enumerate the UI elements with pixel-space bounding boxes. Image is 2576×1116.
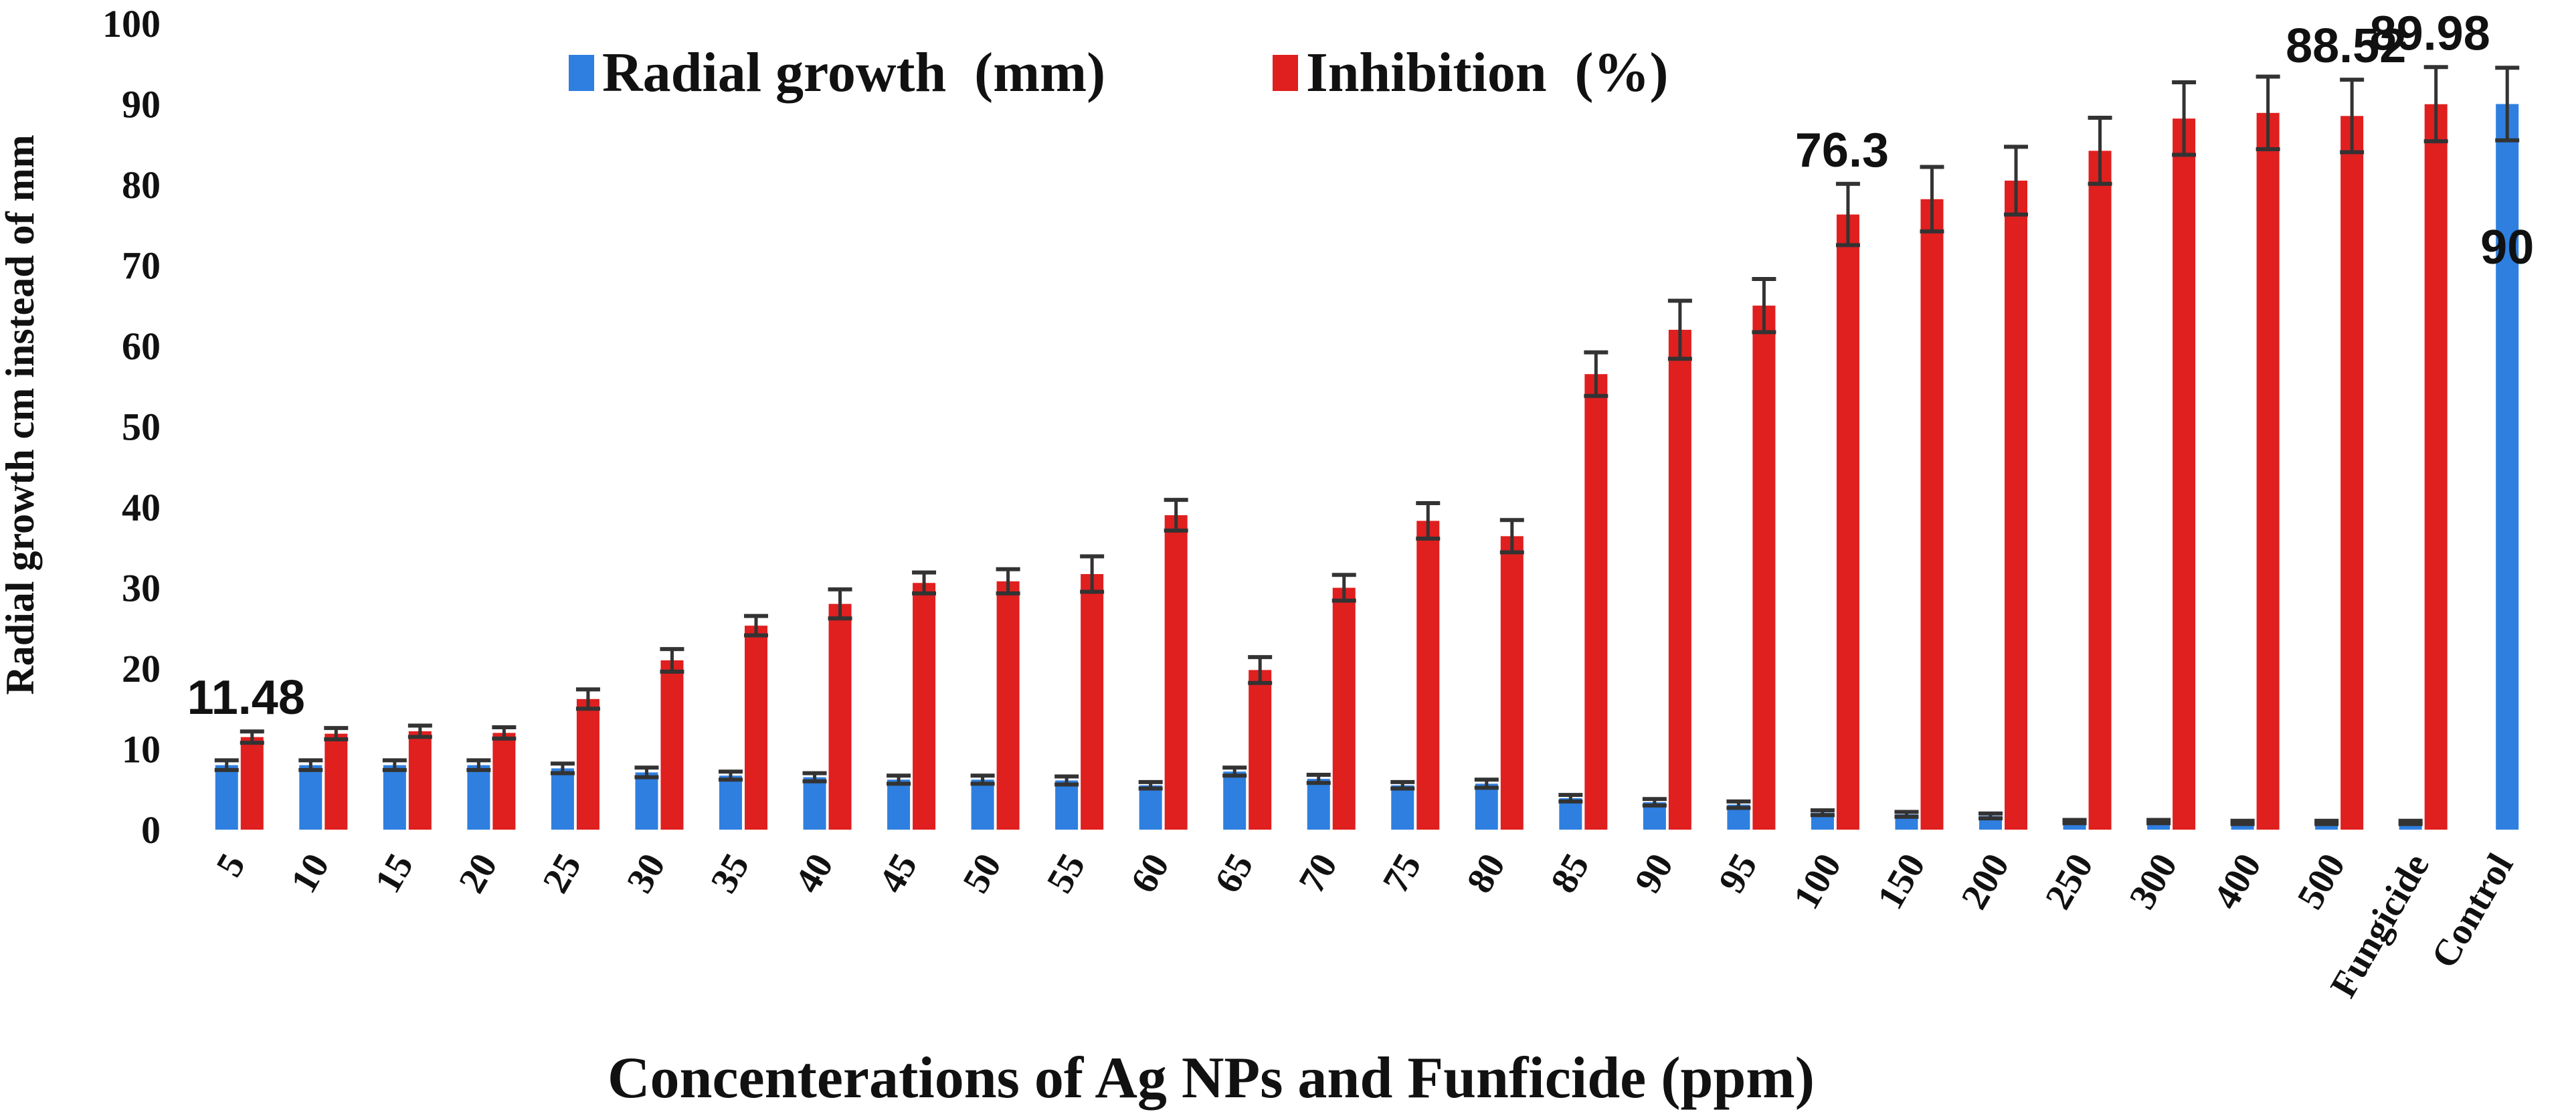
x-tick-label-35: 35 [703, 847, 758, 900]
x-tick-label-40: 40 [787, 847, 842, 900]
bar-radial-growth-5 [215, 765, 238, 830]
y-tick-label-80: 80 [122, 163, 161, 207]
bar-inhibition-40 [828, 603, 852, 830]
bar-radial-growth-15 [383, 765, 406, 830]
bar-inhibition-300 [2173, 118, 2196, 830]
x-tick-label-150: 150 [1869, 847, 1934, 917]
bar-inhibition-70 [1332, 587, 1356, 830]
bar-inhibition-150 [1920, 199, 1944, 830]
data-label-100: 76.3 [1795, 124, 1889, 177]
bar-inhibition-60 [1164, 515, 1188, 830]
bar-inhibition-fungicide [2424, 104, 2448, 830]
x-tick-label-70: 70 [1291, 847, 1346, 900]
y-tick-label-70: 70 [122, 244, 161, 288]
y-tick-label-90: 90 [122, 83, 161, 126]
x-tick-label-15: 15 [367, 847, 422, 900]
x-tick-label-95: 95 [1711, 847, 1766, 900]
x-tick-label-60: 60 [1123, 847, 1178, 900]
x-tick-label-200: 200 [1954, 847, 2018, 917]
bar-inhibition-15 [408, 731, 432, 830]
bar-inhibition-5 [240, 737, 264, 830]
x-tick-label-80: 80 [1459, 847, 1513, 900]
bar-inhibition-50 [996, 581, 1020, 830]
bar-inhibition-75 [1416, 521, 1440, 830]
x-tick-label-85: 85 [1543, 847, 1598, 900]
y-tick-label-50: 50 [122, 405, 161, 449]
data-label-500: 88.52 [2286, 19, 2406, 73]
legend-swatch-inhibition [1273, 55, 1298, 91]
y-tick-label-0: 0 [141, 808, 161, 852]
bar-inhibition-95 [1752, 305, 1776, 830]
bar-inhibition-35 [744, 626, 767, 830]
bar-inhibition-85 [1584, 374, 1608, 830]
y-tick-label-30: 30 [122, 567, 161, 610]
x-tick-label-10: 10 [283, 847, 338, 900]
y-tick-label-100: 100 [102, 2, 161, 45]
x-tick-label-30: 30 [619, 847, 674, 900]
y-tick-label-10: 10 [122, 728, 161, 771]
bar-radial-growth-40 [803, 777, 826, 830]
bar-radial-growth-control [2496, 104, 2519, 830]
data-label-fungicide: 89.98 [2370, 7, 2490, 60]
x-tick-label-20: 20 [451, 847, 506, 900]
bar-inhibition-200 [2005, 180, 2028, 830]
x-tick-label-300: 300 [2122, 847, 2186, 917]
x-tick-label-55: 55 [1039, 847, 1094, 900]
legend-label-inhibition: Inhibition (%) [1306, 41, 1669, 104]
bar-inhibition-500 [2340, 116, 2364, 830]
x-tick-label-75: 75 [1375, 847, 1430, 900]
bar-inhibition-400 [2256, 112, 2280, 830]
bar-inhibition-30 [660, 660, 684, 830]
bar-radial-growth-400 [2231, 822, 2254, 830]
bar-radial-growth-45 [887, 779, 911, 830]
bar-inhibition-100 [1836, 214, 1859, 830]
y-axis-title: Radial growth cm instead of mm [0, 134, 42, 694]
bar-inhibition-80 [1500, 536, 1524, 830]
x-tick-label-25: 25 [535, 847, 589, 900]
bar-radial-growth-50 [971, 779, 994, 830]
x-tick-label-50: 50 [955, 847, 1010, 900]
y-tick-label-40: 40 [122, 486, 161, 529]
legend-swatch-radial-growth [569, 55, 594, 91]
bar-inhibition-45 [913, 583, 936, 830]
x-tick-label-500: 500 [2290, 847, 2354, 917]
x-tick-label-65: 65 [1207, 847, 1262, 900]
bar-radial-growth-10 [299, 765, 323, 830]
y-tick-label-60: 60 [122, 324, 161, 368]
bar-inhibition-25 [576, 699, 600, 830]
x-tick-label-400: 400 [2205, 847, 2270, 917]
bar-inhibition-90 [1668, 329, 1691, 830]
bar-radial-growth-20 [467, 765, 490, 830]
bar-radial-growth-55 [1055, 780, 1079, 830]
x-tick-label-100: 100 [1786, 847, 1850, 917]
bar-inhibition-10 [325, 733, 348, 830]
bar-radial-growth-80 [1475, 783, 1498, 830]
bar-inhibition-55 [1081, 574, 1104, 830]
bar-radial-growth-35 [719, 775, 742, 830]
x-tick-label-45: 45 [871, 847, 926, 900]
data-label-5: 11.48 [187, 671, 305, 725]
bar-radial-growth-30 [635, 772, 658, 830]
legend-label-radial-growth: Radial growth (mm) [602, 41, 1105, 104]
x-tick-label-5: 5 [208, 847, 254, 884]
x-tick-label-control: Control [2423, 847, 2522, 975]
bar-radial-growth-75 [1391, 785, 1414, 830]
y-tick-label-20: 20 [122, 647, 161, 690]
bar-radial-growth-85 [1559, 798, 1582, 830]
bar-inhibition-20 [492, 733, 516, 830]
x-tick-label-90: 90 [1627, 847, 1681, 900]
bar-inhibition-250 [2088, 151, 2112, 830]
bar-radial-growth-70 [1307, 779, 1330, 830]
x-axis-title: Concenterations of Ag NPs and Funficide … [608, 1046, 1815, 1111]
bar-radial-growth-25 [551, 768, 574, 830]
bar-radial-growth-fungicide [2399, 822, 2422, 830]
bar-inhibition-65 [1249, 670, 1272, 830]
data-label-control: 90 [2480, 221, 2534, 274]
bar-radial-growth-65 [1223, 771, 1247, 830]
x-tick-label-250: 250 [2037, 847, 2102, 917]
bar-radial-growth-500 [2315, 822, 2338, 830]
bar-radial-growth-60 [1139, 785, 1162, 830]
